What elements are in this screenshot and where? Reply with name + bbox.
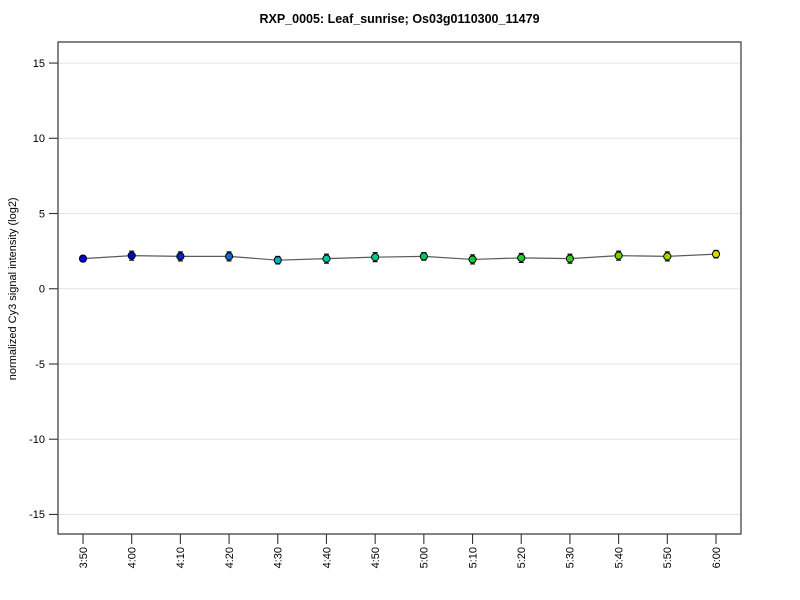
y-axis-ticks: 15 10 5 0 -5 -10 -15 — [29, 58, 58, 521]
y-tick-label: 0 — [39, 284, 45, 296]
x-tick-label: 5:10 — [467, 547, 479, 568]
x-tick-label: 5:20 — [516, 547, 528, 568]
y-tick-label: -15 — [29, 509, 45, 521]
data-point — [419, 252, 428, 261]
y-tick-label: 5 — [39, 208, 45, 220]
data-point — [565, 254, 575, 263]
series-line — [82, 253, 717, 261]
x-tick-label: 4:10 — [175, 547, 187, 568]
data-point — [273, 256, 282, 265]
data-point — [663, 252, 672, 261]
data-point — [78, 254, 88, 263]
data-point — [468, 255, 477, 264]
chart-title: RXP_0005: Leaf_sunrise; Os03g0110300_114… — [259, 12, 539, 26]
data-point — [322, 254, 331, 263]
x-tick-label: 4:30 — [273, 547, 285, 568]
data-point — [176, 252, 185, 261]
x-tick-label: 6:00 — [711, 547, 723, 568]
x-tick-label: 4:50 — [370, 547, 382, 568]
data-point — [517, 253, 526, 263]
data-series — [78, 249, 721, 265]
data-point — [224, 252, 234, 261]
x-tick-label: 5:50 — [662, 547, 674, 568]
plot-border — [57, 41, 742, 535]
data-point — [127, 251, 136, 260]
x-axis-ticks: 3:50 4:00 4:10 4:20 4:30 4:40 4:50 5:00 5:10 5:20… — [78, 534, 723, 568]
x-tick-label: 4:00 — [126, 547, 138, 568]
y-tick-label: 10 — [33, 133, 45, 145]
data-point — [371, 253, 380, 262]
y-tick-label: 15 — [33, 58, 45, 70]
x-tick-label: 5:00 — [419, 547, 431, 568]
x-tick-label: 4:20 — [224, 547, 236, 568]
y-tick-label: -5 — [35, 359, 45, 371]
gridlines — [58, 62, 741, 515]
x-tick-label: 5:40 — [613, 547, 625, 568]
y-axis-title: normalized Cy3 signal intensity (log2) — [7, 197, 19, 380]
data-point — [711, 250, 721, 259]
x-tick-label: 3:50 — [78, 547, 90, 568]
data-point — [614, 251, 623, 260]
x-tick-label: 4:40 — [321, 547, 333, 568]
y-tick-label: -10 — [29, 434, 45, 446]
x-tick-label: 5:30 — [565, 547, 577, 568]
